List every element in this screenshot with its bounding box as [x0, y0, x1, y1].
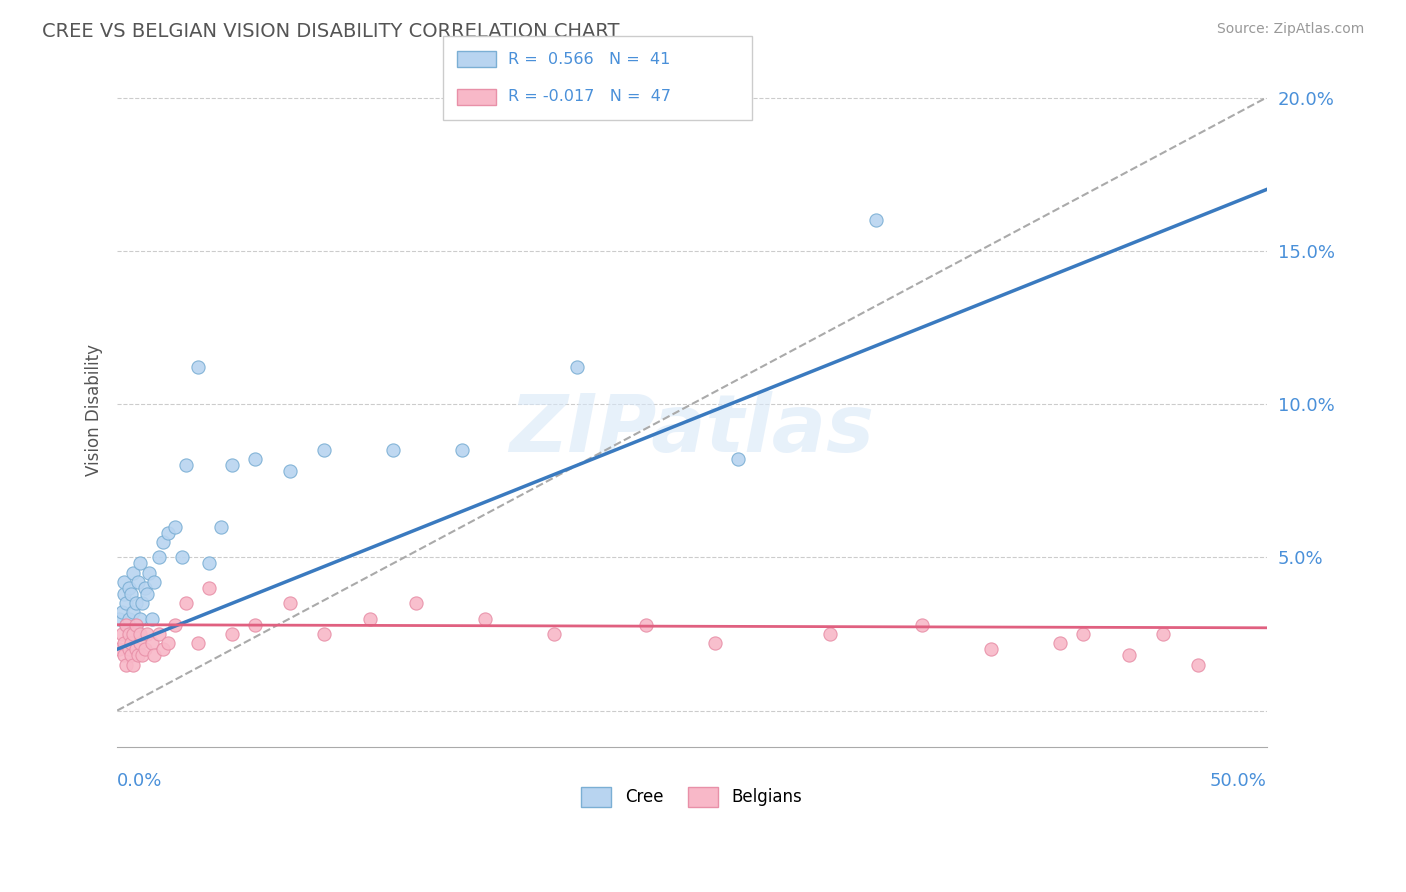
Point	[359, 611, 381, 625]
Point	[314, 627, 336, 641]
Point	[221, 627, 243, 641]
Point	[134, 581, 156, 595]
Point	[127, 574, 149, 589]
Point	[120, 648, 142, 663]
Point	[187, 360, 209, 375]
Point	[115, 596, 138, 610]
Point	[127, 648, 149, 663]
Legend: Cree, Belgians: Cree, Belgians	[575, 780, 808, 814]
Point	[141, 611, 163, 625]
Text: CREE VS BELGIAN VISION DISABILITY CORRELATION CHART: CREE VS BELGIAN VISION DISABILITY CORREL…	[42, 22, 620, 41]
Point	[865, 213, 887, 227]
Point	[118, 642, 141, 657]
Point	[118, 611, 141, 625]
Point	[136, 587, 159, 601]
Point	[122, 606, 145, 620]
Point	[120, 636, 142, 650]
Point	[152, 642, 174, 657]
Y-axis label: Vision Disability: Vision Disability	[86, 344, 103, 476]
Point	[143, 648, 166, 663]
Point	[174, 596, 197, 610]
Point	[129, 627, 152, 641]
Point	[124, 596, 146, 610]
Text: R = -0.017   N =  47: R = -0.017 N = 47	[508, 89, 671, 104]
Point	[198, 581, 221, 595]
Text: ZIPatlas: ZIPatlas	[509, 392, 875, 469]
Point	[198, 557, 221, 571]
Point	[243, 452, 266, 467]
Text: R =  0.566   N =  41: R = 0.566 N = 41	[508, 52, 669, 67]
Point	[124, 617, 146, 632]
Point	[170, 550, 193, 565]
Point	[129, 611, 152, 625]
Point	[1187, 657, 1209, 672]
Point	[314, 442, 336, 457]
Point	[122, 566, 145, 580]
Point	[136, 627, 159, 641]
Point	[124, 642, 146, 657]
Point	[129, 636, 152, 650]
Point	[543, 627, 565, 641]
Point	[148, 550, 170, 565]
Point	[131, 596, 153, 610]
Point	[115, 617, 138, 632]
Point	[174, 458, 197, 473]
Point	[115, 617, 138, 632]
Point	[129, 557, 152, 571]
Point	[156, 636, 179, 650]
Point	[911, 617, 934, 632]
Point	[111, 627, 134, 641]
Point	[134, 642, 156, 657]
Point	[148, 627, 170, 641]
Point	[163, 519, 186, 533]
Point	[143, 574, 166, 589]
Point	[634, 617, 657, 632]
Point	[278, 465, 301, 479]
Point	[382, 442, 405, 457]
Point	[120, 587, 142, 601]
Point	[221, 458, 243, 473]
Point	[112, 587, 135, 601]
Point	[120, 627, 142, 641]
Point	[124, 617, 146, 632]
Point	[118, 581, 141, 595]
Point	[118, 627, 141, 641]
Text: Source: ZipAtlas.com: Source: ZipAtlas.com	[1216, 22, 1364, 37]
Point	[474, 611, 496, 625]
Point	[1152, 627, 1174, 641]
Point	[138, 566, 160, 580]
Point	[727, 452, 749, 467]
Point	[122, 657, 145, 672]
Point	[243, 617, 266, 632]
Point	[565, 360, 588, 375]
Point	[163, 617, 186, 632]
Point	[115, 657, 138, 672]
Point	[112, 648, 135, 663]
Text: 0.0%: 0.0%	[117, 772, 163, 789]
Point	[278, 596, 301, 610]
Point	[111, 606, 134, 620]
Point	[405, 596, 427, 610]
Point	[108, 611, 131, 625]
Point	[980, 642, 1002, 657]
Point	[122, 627, 145, 641]
Point	[187, 636, 209, 650]
Point	[451, 442, 474, 457]
Point	[112, 636, 135, 650]
Point	[209, 519, 232, 533]
Point	[1118, 648, 1140, 663]
Point	[112, 574, 135, 589]
Point	[703, 636, 725, 650]
Text: 50.0%: 50.0%	[1209, 772, 1267, 789]
Point	[152, 535, 174, 549]
Point	[1071, 627, 1094, 641]
Point	[1049, 636, 1071, 650]
Point	[141, 636, 163, 650]
Point	[818, 627, 841, 641]
Point	[108, 642, 131, 657]
Point	[131, 648, 153, 663]
Point	[156, 525, 179, 540]
